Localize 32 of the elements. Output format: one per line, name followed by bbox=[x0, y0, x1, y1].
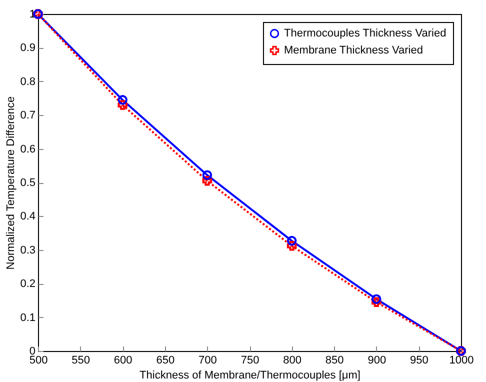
legend-label: Thermocouples Thickness Varied bbox=[284, 28, 446, 40]
x-tick-label: 500 bbox=[29, 354, 48, 366]
point bbox=[372, 297, 382, 308]
x-tick-label: 1000 bbox=[449, 354, 474, 366]
y-tick-label: 0.7 bbox=[20, 110, 36, 122]
x-tick-label: 600 bbox=[114, 354, 132, 366]
y-tick-label: 0.4 bbox=[20, 210, 36, 223]
point bbox=[286, 236, 297, 246]
point bbox=[118, 100, 128, 110]
y-tick-label: 0.6 bbox=[20, 143, 36, 156]
point bbox=[118, 95, 128, 105]
point bbox=[202, 176, 212, 186]
x-tick-label: 550 bbox=[72, 354, 90, 366]
x-tick-label: 900 bbox=[368, 354, 386, 366]
y-tick-label: 0.8 bbox=[20, 76, 36, 88]
x-tick-label: 650 bbox=[156, 354, 175, 366]
y-tick-label: 0.2 bbox=[20, 278, 36, 290]
point bbox=[372, 294, 382, 304]
x-tick-label: 800 bbox=[283, 354, 302, 366]
y-tick-label: 0.3 bbox=[20, 244, 36, 256]
y-tick-label: 0.5 bbox=[20, 177, 36, 189]
point bbox=[286, 240, 297, 251]
x-tick-label: 850 bbox=[325, 354, 344, 366]
x-tick-label: 950 bbox=[410, 354, 428, 366]
y-tick-label: 0.9 bbox=[20, 42, 36, 54]
y-tick-label: 0.1 bbox=[20, 312, 36, 324]
y-axis-title: Normalized Temperature Difference bbox=[5, 96, 18, 270]
x-tick-label: 750 bbox=[240, 354, 260, 366]
point bbox=[202, 170, 212, 180]
legend-label: Membrane Thickness Varied bbox=[284, 44, 423, 56]
x-tick-label: 700 bbox=[198, 354, 217, 366]
x-axis-title: Thickness of Membrane/Thermocouples [μm] bbox=[140, 370, 360, 382]
